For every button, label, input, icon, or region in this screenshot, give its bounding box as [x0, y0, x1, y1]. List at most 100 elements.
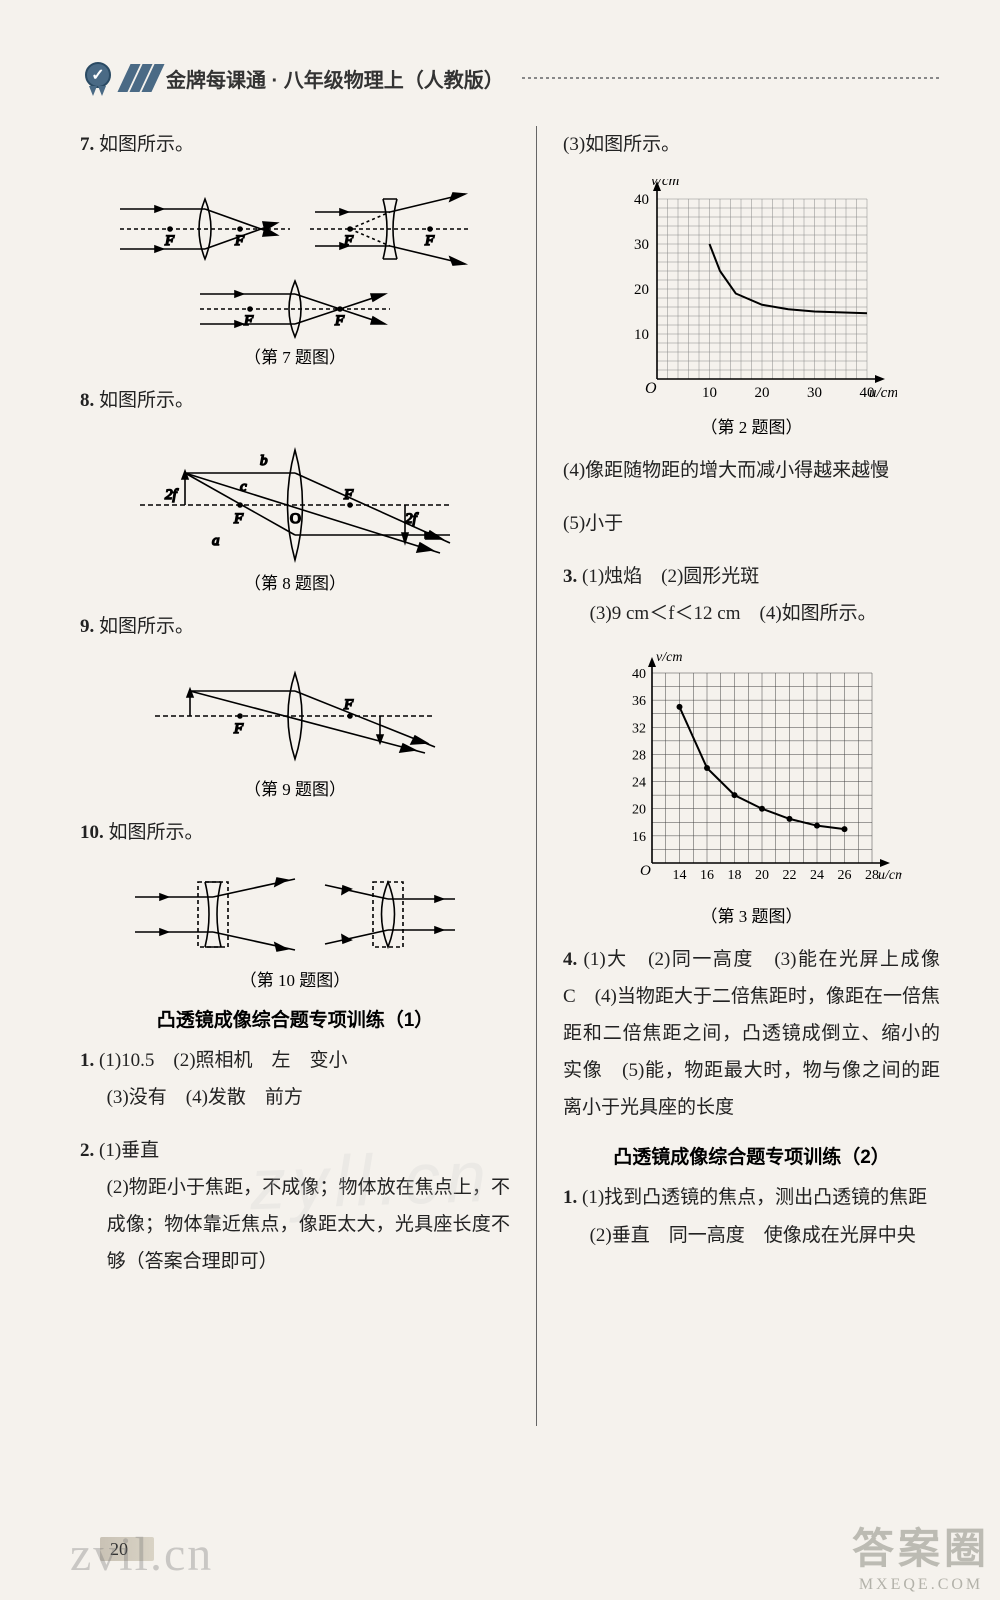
- column-divider: [536, 126, 537, 1426]
- svg-text:F: F: [233, 721, 244, 737]
- svg-text:36: 36: [632, 694, 646, 709]
- ans4: 4. (1)大 (2)同一高度 (3)能在光屏上成像 C (4)当物距大于二倍焦…: [563, 941, 940, 1126]
- ans4-num: 4.: [563, 949, 577, 970]
- svg-text:20: 20: [755, 868, 769, 883]
- svg-text:30: 30: [807, 385, 822, 401]
- q7-figure: F F F F: [80, 179, 510, 339]
- section-title-1: 凸透镜成像综合题专项训练（1）: [80, 1005, 510, 1032]
- svg-text:30: 30: [634, 237, 649, 253]
- svg-text:24: 24: [632, 776, 646, 791]
- right-column: (3)如图所示。 10 20 30 40 10 20 30 40 Ov/cm u/cm （第 2 …: [563, 126, 940, 1426]
- svg-text:18: 18: [727, 868, 741, 883]
- q7-text: 如图所示。: [99, 134, 194, 155]
- svg-text:u/cm: u/cm: [878, 868, 902, 883]
- b1-num: 1.: [563, 1187, 577, 1208]
- q9-figure: F F: [80, 661, 510, 771]
- svg-text:10: 10: [634, 327, 649, 343]
- q10-text: 如图所示。: [109, 822, 204, 843]
- ans2-p1: (1)垂直: [99, 1140, 159, 1161]
- watermark-bottom-left: zvil.cn: [70, 1527, 213, 1582]
- ans3-p2: (3)9 cm＜f＜12 cm (4)如图所示。: [590, 603, 877, 624]
- svg-text:20: 20: [634, 282, 649, 298]
- section-title-2: 凸透镜成像综合题专项训练（2）: [563, 1142, 940, 1169]
- header-title: 金牌每课通 · 八年级物理上（人教版）: [166, 64, 504, 93]
- svg-text:28: 28: [865, 868, 879, 883]
- q7-caption: （第 7 题图）: [80, 343, 510, 368]
- r-q2-intro: (3)如图所示。: [563, 126, 940, 163]
- ans1-p2: (3)没有 (4)发散 前方: [107, 1087, 303, 1108]
- svg-text:2f: 2f: [165, 487, 179, 503]
- q9-caption: （第 9 题图）: [80, 775, 510, 800]
- chart-q3-caption: （第 3 题图）: [563, 902, 940, 927]
- svg-text:24: 24: [810, 868, 824, 883]
- q9-text: 如图所示。: [99, 616, 194, 637]
- svg-text:16: 16: [632, 830, 646, 845]
- chart-q3: 14 16 18 20 22 24 26 28 16 20 24 28 32 36 40 Ov/cm u/cm: [563, 648, 940, 898]
- chart-q2: 1020304010203040Ov/cmu/cm: [563, 179, 940, 409]
- chart-q2-caption: （第 2 题图）: [563, 413, 940, 438]
- page-header: ✓ 金牌每课通 · 八年级物理上（人教版）: [80, 60, 940, 96]
- svg-text:32: 32: [632, 722, 646, 737]
- ans1: 1. (1)10.5 (2)照相机 左 变小 (3)没有 (4)发散 前方: [80, 1042, 510, 1116]
- q9: 9. 如图所示。: [80, 608, 510, 645]
- ans4-text: (1)大 (2)同一高度 (3)能在光屏上成像 C (4)当物距大于二倍焦距时，…: [563, 949, 959, 1118]
- watermark-url: MXEQE.COM: [859, 1576, 983, 1594]
- svg-text:20: 20: [632, 803, 646, 818]
- q8-text: 如图所示。: [99, 390, 194, 411]
- watermark-bottom-right: 答案圈 MXEQE.COM: [852, 1515, 990, 1594]
- svg-text:10: 10: [702, 385, 717, 401]
- b1-p1: (1)找到凸透镜的焦点，测出凸透镜的焦距: [582, 1187, 927, 1208]
- q9-num: 9.: [80, 616, 94, 637]
- ans2: 2. (1)垂直 (2)物距小于焦距，不成像；物体放在焦点上，不成像；物体靠近焦…: [80, 1132, 510, 1280]
- r-q2-p5: (5)小于: [563, 505, 940, 542]
- svg-text:b: b: [260, 453, 268, 469]
- svg-text:F: F: [334, 313, 345, 329]
- ans1-p1: (1)10.5 (2)照相机 左 变小: [99, 1050, 348, 1071]
- q10: 10. 如图所示。: [80, 814, 510, 851]
- q8-caption: （第 8 题图）: [80, 569, 510, 594]
- q7-num: 7.: [80, 134, 94, 155]
- q8-num: 8.: [80, 390, 94, 411]
- ans3-p1: (1)烛焰 (2)圆形光斑: [582, 566, 759, 587]
- svg-text:26: 26: [837, 868, 851, 883]
- stripes-icon: [117, 64, 164, 92]
- svg-text:2f: 2f: [405, 511, 419, 527]
- q8-figure: O F F 2f 2f b c a: [80, 435, 510, 565]
- svg-text:16: 16: [700, 868, 714, 883]
- q8: 8. 如图所示。: [80, 382, 510, 419]
- svg-text:O: O: [645, 380, 657, 397]
- svg-text:F: F: [164, 233, 175, 249]
- svg-text:v/cm: v/cm: [651, 179, 679, 189]
- svg-text:40: 40: [632, 667, 646, 682]
- q10-caption: （第 10 题图）: [80, 966, 510, 991]
- svg-text:40: 40: [634, 192, 649, 208]
- badge-icon: ✓: [80, 60, 116, 96]
- svg-text:c: c: [240, 479, 247, 495]
- b1: 1. (1)找到凸透镜的焦点，测出凸透镜的焦距 (2)垂直 同一高度 使像成在光…: [563, 1179, 940, 1253]
- svg-text:v/cm: v/cm: [656, 650, 682, 665]
- svg-text:22: 22: [782, 868, 796, 883]
- r-q2-p4: (4)像距随物距的增大而减小得越来越慢: [563, 452, 940, 489]
- svg-text:28: 28: [632, 749, 646, 764]
- svg-text:14: 14: [672, 868, 686, 883]
- svg-text:O: O: [640, 863, 651, 879]
- ans3-num: 3.: [563, 566, 577, 587]
- header-divider: [522, 77, 940, 79]
- ans2-num: 2.: [80, 1140, 94, 1161]
- ans2-p2: (2)物距小于焦距，不成像；物体放在焦点上，不成像；物体靠近焦点，像距太大，光具…: [80, 1169, 510, 1280]
- q7: 7. 如图所示。: [80, 126, 510, 163]
- left-column: 7. 如图所示。 F F: [80, 126, 510, 1426]
- b1-p2: (2)垂直 同一高度 使像成在光屏中央: [590, 1225, 916, 1246]
- ans1-num: 1.: [80, 1050, 94, 1071]
- svg-text:20: 20: [754, 385, 769, 401]
- q10-num: 10.: [80, 822, 104, 843]
- svg-text:F: F: [424, 233, 435, 249]
- svg-text:u/cm: u/cm: [869, 385, 897, 401]
- svg-text:F: F: [233, 511, 244, 527]
- watermark-chars: 答案圈: [852, 1515, 990, 1576]
- svg-text:a: a: [212, 533, 220, 549]
- q10-figure: [80, 867, 510, 962]
- ans3: 3. (1)烛焰 (2)圆形光斑 (3)9 cm＜f＜12 cm (4)如图所示…: [563, 558, 940, 632]
- svg-text:F: F: [243, 313, 254, 329]
- svg-text:O: O: [290, 511, 301, 527]
